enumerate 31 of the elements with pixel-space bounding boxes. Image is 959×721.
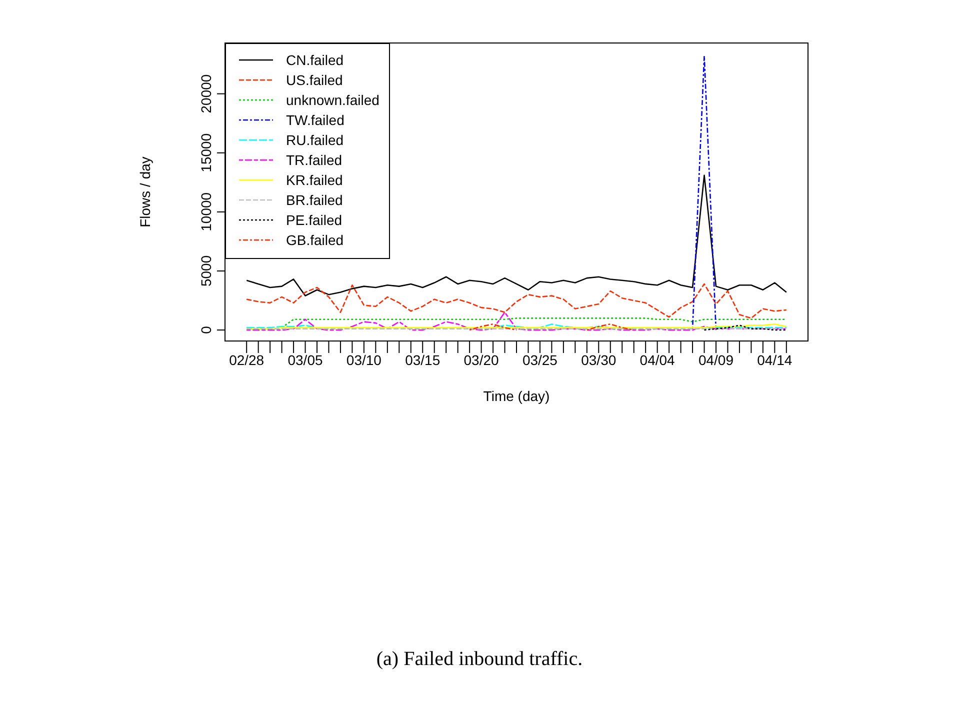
line-series [246,283,788,319]
y-tick-label: 0 [198,326,214,334]
y-tick-label: 15000 [198,133,214,172]
x-tick-label: 02/28 [229,352,264,368]
x-tick-label: 03/10 [346,352,382,368]
y-tick-label: 10000 [198,192,214,232]
x-tick-label: 04/04 [640,352,676,368]
x-tick-label: 04/14 [757,352,792,368]
x-tick-label: 04/09 [698,352,734,368]
line-series [246,312,788,331]
legend-label: PE.failed [286,212,342,228]
x-tick-label: 03/20 [464,352,500,368]
legend-label: KR.failed [286,172,343,188]
x-tick-label: 03/25 [522,352,558,368]
legend-label: RU.failed [286,132,344,148]
legend-label: BR.failed [286,192,343,208]
x-tick-label: 03/30 [581,352,616,368]
legend-label: US.failed [286,72,343,88]
x-axis-title: Time (day) [483,388,550,404]
x-tick-label: 03/05 [288,352,323,368]
legend-label: TR.failed [286,152,342,168]
legend-label: unknown.failed [286,92,380,108]
legend-label: CN.failed [286,52,344,68]
y-tick-label: 20000 [198,74,214,114]
y-axis-title: Flows / day [136,156,153,228]
line-series [246,174,788,296]
y-tick-label: 5000 [198,255,214,287]
x-tick-label: 03/15 [405,352,440,368]
text: (a) Failed inbound traffic. [375,648,584,671]
legend-label: GB.failed [286,232,344,248]
legend-label: TW.failed [286,112,344,128]
